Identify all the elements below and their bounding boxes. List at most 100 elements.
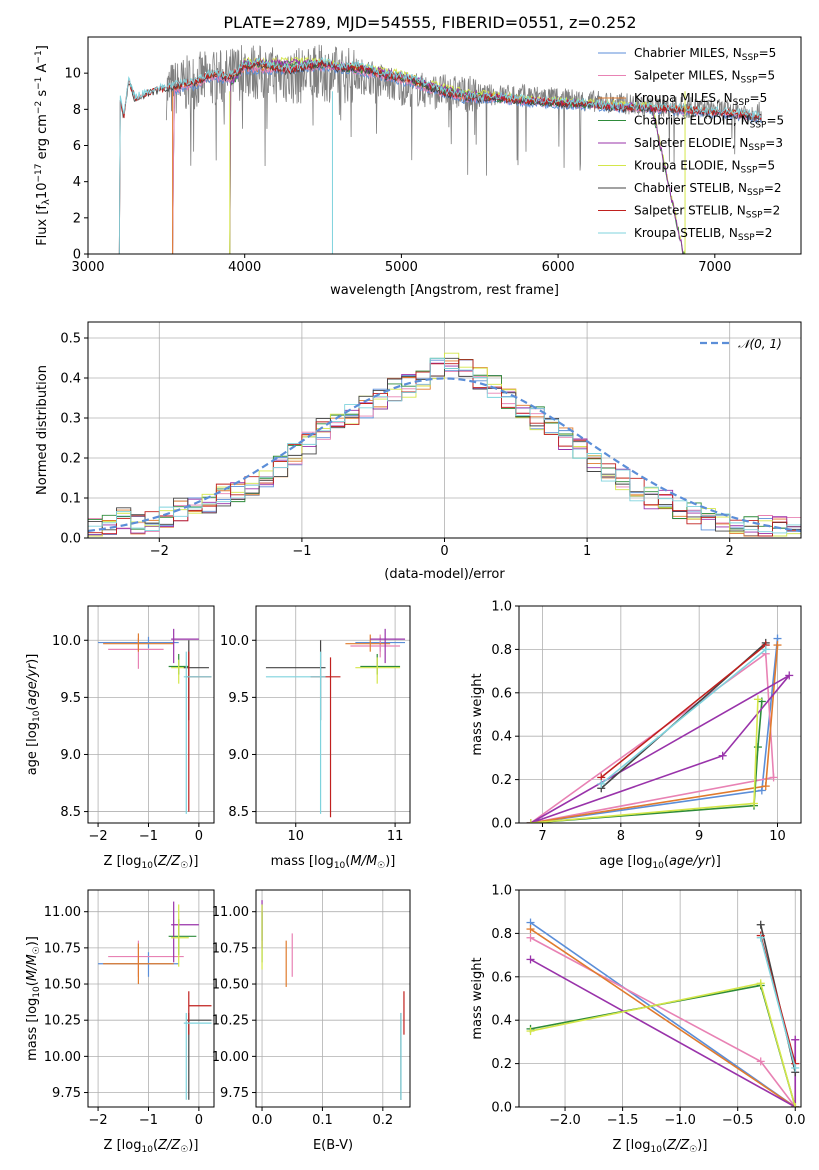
legend-count: =2 [763,204,781,218]
label-part: 10 [32,710,42,722]
figure-title: PLATE=2789, MJD=54555, FIBERID=0551, z=0… [223,13,636,32]
label-part: ☉ [377,861,385,871]
y-tick-label: 0.0 [60,532,81,547]
model-spectrum-salpeter-elodie [229,57,684,254]
y-tick-label: 10.25 [44,1014,81,1029]
x-tick-label: −2.0 [549,1113,581,1128]
y-tick-label: 4 [73,175,81,190]
weight-line-salpeter-stelib [600,644,767,779]
label-part: −2 [34,101,44,114]
weight-line-kroupa-stelib [600,648,767,785]
legend-count: =5 [750,91,768,105]
label-part: mass [log [271,854,334,869]
label-part: E(B-V) [313,1138,353,1153]
legend-label: Salpeter ELODIE, NSSP=3 [634,136,783,153]
legend-count: =5 [766,114,784,128]
y-tick-label: 0.2 [491,773,512,788]
label-part: (data-model)/error [384,567,505,582]
label-part: −1 [34,50,44,63]
y-tick-label: 0 [73,248,81,263]
label-part: ☉ [180,1145,188,1155]
y-tick-label: 0.2 [491,1057,512,1072]
y-tick-label: 0.6 [491,970,512,985]
x-tick-label: −1.5 [607,1113,639,1128]
y-axis-label: mass weight [470,957,485,1039]
label-part: age [log [25,722,40,775]
x-tick-label: 0.2 [372,1113,393,1128]
y-tick-label: 9.0 [228,748,249,763]
x-tick-label: 0.0 [252,1113,273,1128]
y-tick-label: 10.00 [44,1050,81,1065]
y-tick-label: 10 [64,67,81,82]
weight-line-kroupa-miles [530,928,796,1107]
label-part: M/M [25,954,40,981]
model-spectrum-kroupa-stelib [118,56,762,254]
age-vs-mass-points [265,628,406,818]
legend-label: Chabrier STELIB, NSSP=2 [634,181,782,198]
label-part: )] [25,936,40,946]
x-axis-label: wavelength [Angstrom, rest frame] [330,283,559,298]
y-tick-label: 0.0 [491,817,512,832]
y-axis-label: Flux [fλ10−17 erg cm−2 s−1 A−1] [34,45,52,246]
label-part: Normed distribution [35,365,50,495]
y-tick-label: 10.50 [212,978,249,993]
label-part: λ [41,199,52,205]
y-tick-label: 9.5 [228,691,249,706]
legend-sub: SSP [747,188,764,198]
label-part: 10 [35,183,50,200]
axes-frame [518,889,802,1108]
legend-sub: SSP [746,211,763,221]
label-part: mass weight [470,957,485,1039]
label-part: )] [25,654,40,664]
y-tick-label: 6 [73,139,81,154]
panel-residuals: −2 −1 0 1 2 0.0 0.1 0.2 0.3 0.4 0.5 𝒩(0, 1) (data-mo… [35,321,802,582]
residuals-plot [88,352,801,537]
y-tick-label: 11.00 [44,905,81,920]
y-axis-label: mass weight [470,673,485,755]
y-tick-label: 0.1 [60,492,81,507]
x-tick-label: −2 [88,1113,107,1128]
mass-vs-Z-points [98,901,212,1100]
legend-label: Kroupa ELODIE, NSSP=5 [634,159,775,176]
label-part: Z/Z [157,1138,181,1153]
y-axis-label: Normed distribution [35,365,50,495]
label-part: ( [153,854,158,869]
panel-spectrum: 3000 4000 5000 6000 7000 0 2 4 6 8 10 Chabrier MILE… [34,36,802,298]
y-axis-label: mass [log10(M/M☉)] [25,936,42,1061]
legend-label: Salpeter STELIB, NSSP=2 [634,204,780,221]
y-tick-label: 0.0 [491,1101,512,1116]
x-tick-label: 10 [769,829,786,844]
y-tick-label: 8.5 [60,805,81,820]
label-part: )] [188,1138,198,1153]
label-part: 10 [32,986,42,998]
legend-model: Chabrier ELODIE, N [634,114,750,128]
weight-line-salpeter-elodie [530,674,790,823]
label-part: s [35,90,50,101]
axes-frame [255,605,411,824]
legend-model: Chabrier STELIB, N [634,181,747,195]
x-tick-label: −0.5 [722,1113,754,1128]
x-tick-label: 0 [195,829,203,844]
y-tick-label: 0.4 [60,372,81,387]
weight-line-chabrier-miles [530,921,796,1107]
y-tick-label: 9.75 [220,1086,249,1101]
y-tick-label: 10.75 [212,941,249,956]
label-part: 10 [141,1145,153,1155]
label-part: 10 [334,861,346,871]
weight-line-salpeter-miles [530,652,775,823]
legend-model: Kroupa STELIB, N [634,226,738,240]
legend-model: Chabrier MILES, N [634,46,742,60]
y-tick-label: 0.5 [60,332,81,347]
normal-curve [88,377,801,533]
label-part: 10 [650,1145,662,1155]
y-tick-label: 9.75 [52,1086,81,1101]
label-part: mass weight [470,673,485,755]
label-part: −17 [34,164,44,183]
legend-label: Kroupa STELIB, NSSP=2 [634,226,772,243]
weight-line-chabrier-elodie [530,701,763,823]
y-tick-label: 1.0 [491,884,512,899]
legend-label: Salpeter MILES, NSSP=5 [634,69,775,86]
y-tick-label: 9.0 [60,748,81,763]
residual-histogram-8 [88,357,801,534]
